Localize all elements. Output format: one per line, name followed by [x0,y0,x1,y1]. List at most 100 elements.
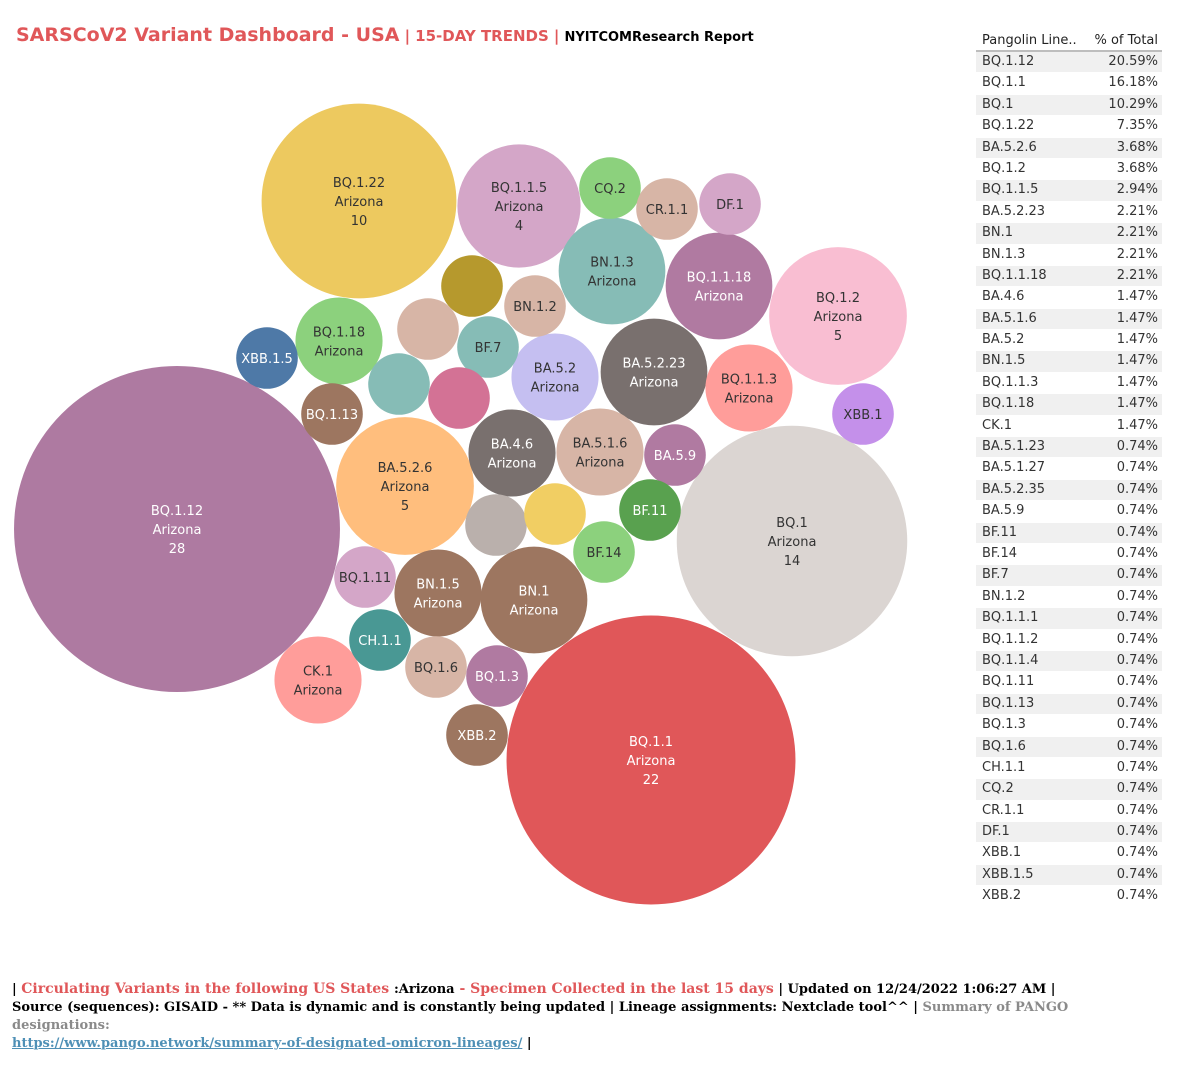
table-row[interactable]: XBB.1.5 0.74% [976,864,1162,887]
bubble-mark[interactable] [466,645,528,707]
bubble-xbb-2[interactable]: XBB.2 [446,704,508,766]
table-row[interactable]: BQ.1.1.1 0.74% [976,608,1162,630]
bubble-ba-5-1-27[interactable] [397,298,459,360]
bubble-mark[interactable] [446,704,508,766]
bubble-mark[interactable] [480,546,588,654]
bubble-mark[interactable] [676,425,908,657]
table-row[interactable]: BQ.1.1.5 2.94% [976,180,1162,202]
bubble-bn-1-2[interactable]: BN.1.2 [504,275,566,337]
column-header-lineage[interactable]: Pangolin Line.. [982,33,1077,48]
table-row[interactable]: BA.5.9 0.74% [976,501,1162,523]
bubble-xbb-1-5[interactable]: XBB.1.5 [236,327,298,389]
bubble-mark[interactable] [769,247,907,385]
bubble-ba-4-6[interactable]: BA.4.6 Arizona [468,409,556,497]
bubble-ba-5-9[interactable]: BA.5.9 [644,424,706,486]
bubble-mark[interactable] [573,521,635,583]
bubble-ba-5-1-23[interactable] [441,255,503,317]
bubble-ba-5-1-6[interactable]: BA.5.1.6 Arizona [556,408,644,496]
table-row[interactable]: BQ.1.13 0.74% [976,693,1162,716]
table-row[interactable]: XBB.1 0.74% [976,843,1162,865]
bubble-bq-1[interactable]: BQ.1 Arizona 14 [676,425,908,657]
bubble-cq-2[interactable]: CQ.2 [579,157,641,219]
bubble-mark[interactable] [394,549,482,637]
bubble-ck-1[interactable]: CK.1 Arizona [274,636,362,724]
table-row[interactable]: DF.1 0.74% [976,822,1162,844]
bubble-mark[interactable] [261,103,457,299]
bubble-mark[interactable] [236,327,298,389]
bubble-ba-5-2-35[interactable] [368,353,430,415]
bubble-mark[interactable] [699,173,761,235]
bubble-mark[interactable] [457,316,519,378]
table-row[interactable]: BA.5.2.6 3.68% [976,137,1162,159]
bubble-mark[interactable] [832,383,894,445]
bubble-mark[interactable] [301,383,363,445]
bubble-bn-1[interactable]: BN.1 Arizona [480,546,588,654]
bubble-bq-1-2[interactable]: BQ.1.2 Arizona 5 [769,247,907,385]
bubble-mark[interactable] [405,636,467,698]
bubble-bq-1-1-2[interactable] [465,494,527,556]
bubble-cr-1-1[interactable]: CR.1.1 [636,178,698,240]
bubble-mark[interactable] [295,297,383,385]
bubble-bq-1-13[interactable]: BQ.1.13 [301,383,363,445]
bubble-ba-5-2-23[interactable]: BA.5.2.23 Arizona [600,318,708,426]
table-row[interactable]: BQ.1.18 1.47% [976,394,1162,416]
bubble-bf-7[interactable]: BF.7 [457,316,519,378]
table-row[interactable]: BN.1.2 0.74% [976,587,1162,609]
table-row[interactable]: XBB.2 0.74% [976,886,1162,908]
table-row[interactable]: BQ.1 10.29% [976,94,1162,117]
bubble-ba-5-2[interactable]: BA.5.2 Arizona [511,333,599,421]
bubble-bq-1-22[interactable]: BQ.1.22 Arizona 10 [261,103,457,299]
bubble-mark[interactable] [336,417,474,555]
bubble-mark[interactable] [511,333,599,421]
bubble-mark[interactable] [368,353,430,415]
table-row[interactable]: BF.14 0.74% [976,544,1162,566]
bubble-ch-1-1[interactable]: CH.1.1 [349,609,411,671]
bubble-mark[interactable] [619,479,681,541]
bubble-bq-1-12[interactable]: BQ.1.12 Arizona 28 [14,366,340,692]
bubble-mark[interactable] [556,408,644,496]
table-row[interactable]: BA.5.2.35 0.74% [976,479,1162,502]
bubble-bf-11[interactable]: BF.11 [619,479,681,541]
bubble-ba-5-2-6[interactable]: BA.5.2.6 Arizona 5 [336,417,474,555]
table-row[interactable]: BQ.1.12 20.59% [976,52,1162,74]
bubble-mark[interactable] [457,144,581,268]
bubble-bq-1-1-4[interactable] [524,483,586,545]
bubble-bq-1-18[interactable]: BQ.1.18 Arizona [295,297,383,385]
table-row[interactable]: BF.7 0.74% [976,565,1162,587]
table-row[interactable]: BQ.1.1.2 0.74% [976,630,1162,651]
table-row[interactable]: BQ.1.22 7.35% [976,116,1162,138]
bubble-mark[interactable] [600,318,708,426]
table-row[interactable]: CK.1 1.47% [976,416,1162,438]
bubble-bn-1-5[interactable]: BN.1.5 Arizona [394,549,482,637]
bubble-mark[interactable] [441,255,503,317]
table-row[interactable]: BQ.1.1 16.18% [976,73,1162,95]
bubble-mark[interactable] [705,344,793,432]
table-row[interactable]: BQ.1.6 0.74% [976,736,1162,758]
table-row[interactable]: BA.5.2 1.47% [976,330,1162,352]
bubble-mark[interactable] [274,636,362,724]
table-row[interactable]: BQ.1.1.18 2.21% [976,265,1162,288]
bubble-bq-1-3[interactable]: BQ.1.3 [466,645,528,707]
column-header-percent[interactable]: % of Total [1094,33,1158,48]
bubble-xbb-1[interactable]: XBB.1 [832,383,894,445]
table-row[interactable]: BA.5.2.23 2.21% [976,202,1162,224]
bubble-mark[interactable] [504,275,566,337]
bubble-df-1[interactable]: DF.1 [699,173,761,235]
table-row[interactable]: BQ.1.11 0.74% [976,672,1162,694]
bubble-mark[interactable] [465,494,527,556]
table-row[interactable]: BQ.1.2 3.68% [976,159,1162,181]
table-row[interactable]: BN.1.5 1.47% [976,351,1162,373]
bubble-bq-1-1-3[interactable]: BQ.1.1.3 Arizona [705,344,793,432]
table-row[interactable]: BN.1.3 2.21% [976,245,1162,266]
bubble-bq-1-1-5[interactable]: BQ.1.1.5 Arizona 4 [457,144,581,268]
table-row[interactable]: BA.5.1.6 1.47% [976,308,1162,331]
table-row[interactable]: BQ.1.1.4 0.74% [976,650,1162,673]
bubble-bq-1-1[interactable]: BQ.1.1 Arizona 22 [506,615,796,905]
bubble-mark[interactable] [468,409,556,497]
bubble-mark[interactable] [558,217,666,325]
bubble-bq-1-1-18[interactable]: BQ.1.1.18 Arizona [665,232,773,340]
bubble-mark[interactable] [506,615,796,905]
bubble-mark[interactable] [636,178,698,240]
bubble-bq-1-1-1[interactable] [428,367,490,429]
table-row[interactable]: BQ.1.3 0.74% [976,715,1162,737]
